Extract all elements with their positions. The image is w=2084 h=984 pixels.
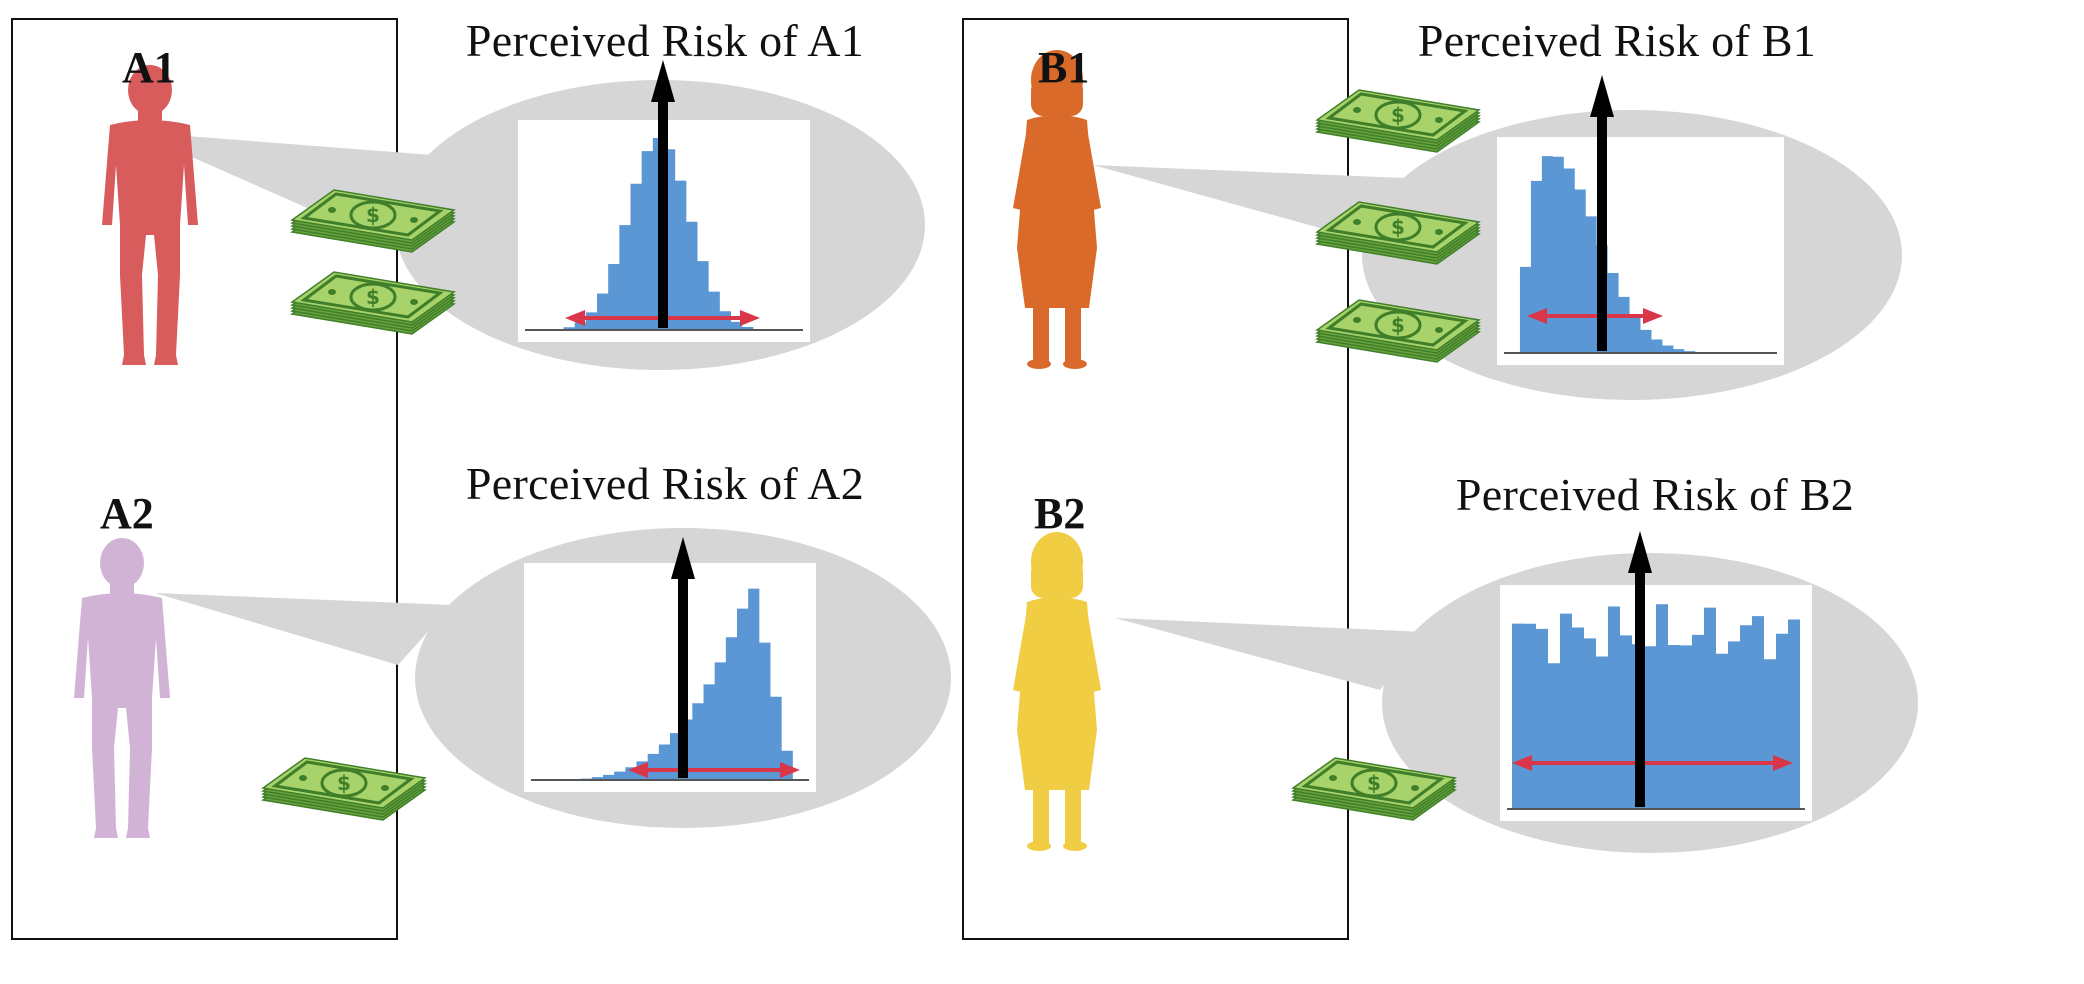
mean-arrow-a1	[651, 60, 675, 328]
person-b1-icon	[1013, 50, 1101, 369]
bubble-tail-b1	[1093, 165, 1405, 240]
spread-arrow-a2	[628, 762, 800, 778]
money-stack-icon: $	[1291, 757, 1457, 821]
mean-arrow-a2	[671, 537, 695, 778]
histogram-bars	[536, 588, 804, 780]
svg-text:$: $	[1391, 215, 1405, 239]
money-stack-icon: $	[1315, 89, 1481, 153]
money-stack-icon: $	[290, 271, 456, 335]
title-b1: Perceived Risk of B1	[1417, 15, 1817, 66]
spread-arrow-b2	[1512, 755, 1793, 771]
histogram-b1	[1497, 137, 1784, 365]
panel-a-frame	[11, 18, 398, 940]
histogram-bars	[1509, 156, 1772, 353]
panel-b-frame	[962, 18, 1349, 940]
money-stack-icon: $	[290, 189, 456, 253]
title-a1: Perceived Risk of A1	[465, 15, 865, 66]
spread-arrow-b1	[1527, 308, 1663, 324]
person-a1-icon	[102, 65, 198, 365]
svg-text:$: $	[1391, 313, 1405, 337]
label-a1: A1	[122, 43, 176, 92]
svg-text:$: $	[1391, 103, 1405, 127]
money-stack-icon: $	[261, 757, 427, 821]
person-a2-icon	[74, 538, 170, 838]
svg-text:$: $	[1367, 771, 1381, 795]
label-a2: A2	[100, 489, 154, 538]
money-stack-icon: $	[1315, 201, 1481, 265]
mean-arrow-b1	[1590, 75, 1614, 351]
svg-text:$: $	[337, 771, 351, 795]
title-b2: Perceived Risk of B2	[1455, 469, 1855, 520]
label-b2: B2	[1034, 489, 1086, 538]
money-stack-icon: $	[1315, 299, 1481, 363]
svg-text:$: $	[366, 203, 380, 227]
bubble-tail-b2	[1115, 618, 1425, 690]
histogram-a2	[524, 563, 816, 792]
histogram-bars	[1512, 604, 1800, 809]
mean-arrow-b2	[1628, 531, 1652, 807]
bubble-tail-a2	[155, 593, 452, 665]
histogram-b2	[1500, 585, 1812, 821]
svg-text:$: $	[366, 285, 380, 309]
person-b2-icon	[1013, 532, 1101, 851]
label-b1: B1	[1038, 43, 1090, 92]
title-a2: Perceived Risk of A2	[465, 458, 865, 509]
